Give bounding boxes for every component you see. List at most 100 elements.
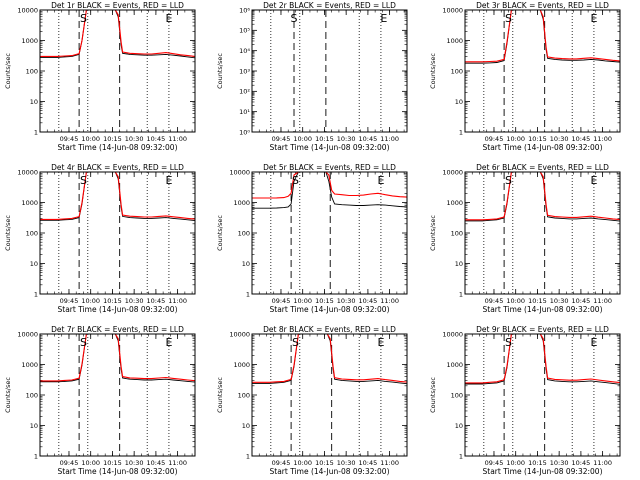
y-tick-label: 10000 <box>17 168 38 176</box>
x-tick-label: 10:15 <box>528 297 547 305</box>
x-tick-label: 09:45 <box>272 459 291 467</box>
x-tick-label: 09:45 <box>485 297 504 305</box>
panel-title: Det 4r BLACK = Events, RED = LLD <box>51 163 184 172</box>
y-axis-label: Counts/sec <box>216 377 224 413</box>
panel-title: Det 6r BLACK = Events, RED = LLD <box>476 163 609 172</box>
y-tick-label: 100 <box>238 391 250 399</box>
lld-series-line <box>252 334 407 383</box>
x-tick-label: 10:00 <box>81 459 100 467</box>
x-tick-label: 10:45 <box>147 135 166 143</box>
x-tick-label: 10:15 <box>315 135 334 143</box>
y-axis-label: Counts/sec <box>429 215 437 251</box>
panel-8: Det 8r BLACK = Events, RED = LLD 1 10 100 10… <box>216 325 408 476</box>
y-tick-label: 1000 <box>21 37 38 45</box>
y-tick-label: 1000 <box>446 361 463 369</box>
end-marker: E <box>165 174 172 187</box>
y-tick-label: 10000 <box>17 330 38 338</box>
y-tick-label: 1000 <box>233 199 250 207</box>
x-axis-label: Start Time (14-Jun-08 09:32:00) <box>270 305 390 314</box>
x-tick-label: 09:45 <box>485 459 504 467</box>
panel-3: Det 3r BLACK = Events, RED = LLD 1 10 100 10… <box>429 1 621 152</box>
x-tick-label: 10:30 <box>125 297 144 305</box>
panel-title: Det 3r BLACK = Events, RED = LLD <box>476 1 609 10</box>
panel-1: Det 1r BLACK = Events, RED = LLD 1 10 100 10… <box>4 1 196 152</box>
y-axis-label: Counts/sec <box>216 53 224 89</box>
y-tick-label: 1000 <box>446 199 463 207</box>
x-tick-label: 09:45 <box>60 459 79 467</box>
end-marker: E <box>377 336 384 349</box>
lld-series-line <box>465 334 620 384</box>
plot-frame <box>39 9 196 133</box>
y-tick-label: 10 <box>30 260 38 268</box>
y-tick-label: 1000 <box>446 37 463 45</box>
y-axis-label: Counts/sec <box>4 377 12 413</box>
x-tick-label: 09:45 <box>272 135 291 143</box>
x-tick-label: 10:15 <box>315 459 334 467</box>
y-tick-label: 10 <box>242 422 250 430</box>
y-tick-label: 100 <box>26 391 38 399</box>
y-tick-label: 10000 <box>229 330 250 338</box>
y-tick-label: 10 <box>30 422 38 430</box>
lld-series-line <box>40 10 195 57</box>
plot-frame <box>464 333 621 457</box>
x-tick-label: 10:30 <box>125 135 144 143</box>
plot-frame <box>251 171 408 295</box>
y-tick-label: 10⁶ <box>239 6 250 14</box>
y-tick-label: 100 <box>26 229 38 237</box>
x-tick-label: 10:15 <box>315 297 334 305</box>
x-tick-label: 11:00 <box>168 297 187 305</box>
plot-frame <box>39 333 196 457</box>
x-tick-label: 10:15 <box>103 135 122 143</box>
y-tick-label: 10000 <box>442 330 463 338</box>
y-tick-label: 1 <box>246 290 250 298</box>
x-tick-label: 10:15 <box>528 135 547 143</box>
panel-title: Det 9r BLACK = Events, RED = LLD <box>476 325 609 334</box>
x-tick-label: 10:00 <box>293 135 312 143</box>
x-tick-label: 10:15 <box>103 459 122 467</box>
y-axis-label: Counts/sec <box>429 377 437 413</box>
panel-6: Det 6r BLACK = Events, RED = LLD 1 10 100 10… <box>429 163 621 314</box>
end-marker: E <box>377 174 384 187</box>
x-tick-label: 09:45 <box>60 135 79 143</box>
end-marker: E <box>590 336 597 349</box>
x-tick-label: 11:00 <box>593 297 612 305</box>
start-marker: S <box>505 336 512 349</box>
x-tick-label: 11:00 <box>168 135 187 143</box>
y-axis-label: Counts/sec <box>4 53 12 89</box>
plot-frame <box>464 9 621 133</box>
x-axis-label: Start Time (14-Jun-08 09:32:00) <box>270 143 390 152</box>
x-tick-label: 10:00 <box>81 297 100 305</box>
start-marker: S <box>80 174 87 187</box>
x-tick-label: 10:30 <box>550 297 569 305</box>
y-tick-label: 1 <box>34 290 38 298</box>
y-tick-label: 1 <box>459 452 463 460</box>
x-axis-label: Start Time (14-Jun-08 09:32:00) <box>58 143 178 152</box>
x-tick-label: 10:30 <box>125 459 144 467</box>
x-axis-label: Start Time (14-Jun-08 09:32:00) <box>270 467 390 476</box>
y-axis-label: Counts/sec <box>429 53 437 89</box>
x-axis-label: Start Time (14-Jun-08 09:32:00) <box>483 143 603 152</box>
end-marker: E <box>165 12 172 25</box>
x-tick-label: 10:45 <box>147 297 166 305</box>
x-tick-label: 10:45 <box>572 459 591 467</box>
y-tick-label: 10³ <box>239 67 250 75</box>
y-tick-label: 10¹ <box>239 108 250 116</box>
x-tick-label: 10:45 <box>359 297 378 305</box>
plot-frame <box>464 171 621 295</box>
end-marker: E <box>590 12 597 25</box>
x-tick-label: 09:45 <box>485 135 504 143</box>
x-tick-label: 11:00 <box>593 135 612 143</box>
x-tick-label: 10:15 <box>103 297 122 305</box>
y-tick-label: 10⁰ <box>239 128 250 136</box>
panel-title: Det 7r BLACK = Events, RED = LLD <box>51 325 184 334</box>
panel-2: Det 2r BLACK = Events, RED = LLD 10⁰ 10¹ 10… <box>216 1 408 152</box>
y-tick-label: 10000 <box>17 6 38 14</box>
x-tick-label: 10:30 <box>337 297 356 305</box>
start-marker: S <box>505 12 512 25</box>
x-tick-label: 11:00 <box>380 459 399 467</box>
x-tick-label: 10:00 <box>81 135 100 143</box>
plot-frame <box>251 333 408 457</box>
lld-series-line <box>252 172 407 199</box>
plot-frame <box>251 9 408 133</box>
y-tick-label: 10 <box>455 422 463 430</box>
